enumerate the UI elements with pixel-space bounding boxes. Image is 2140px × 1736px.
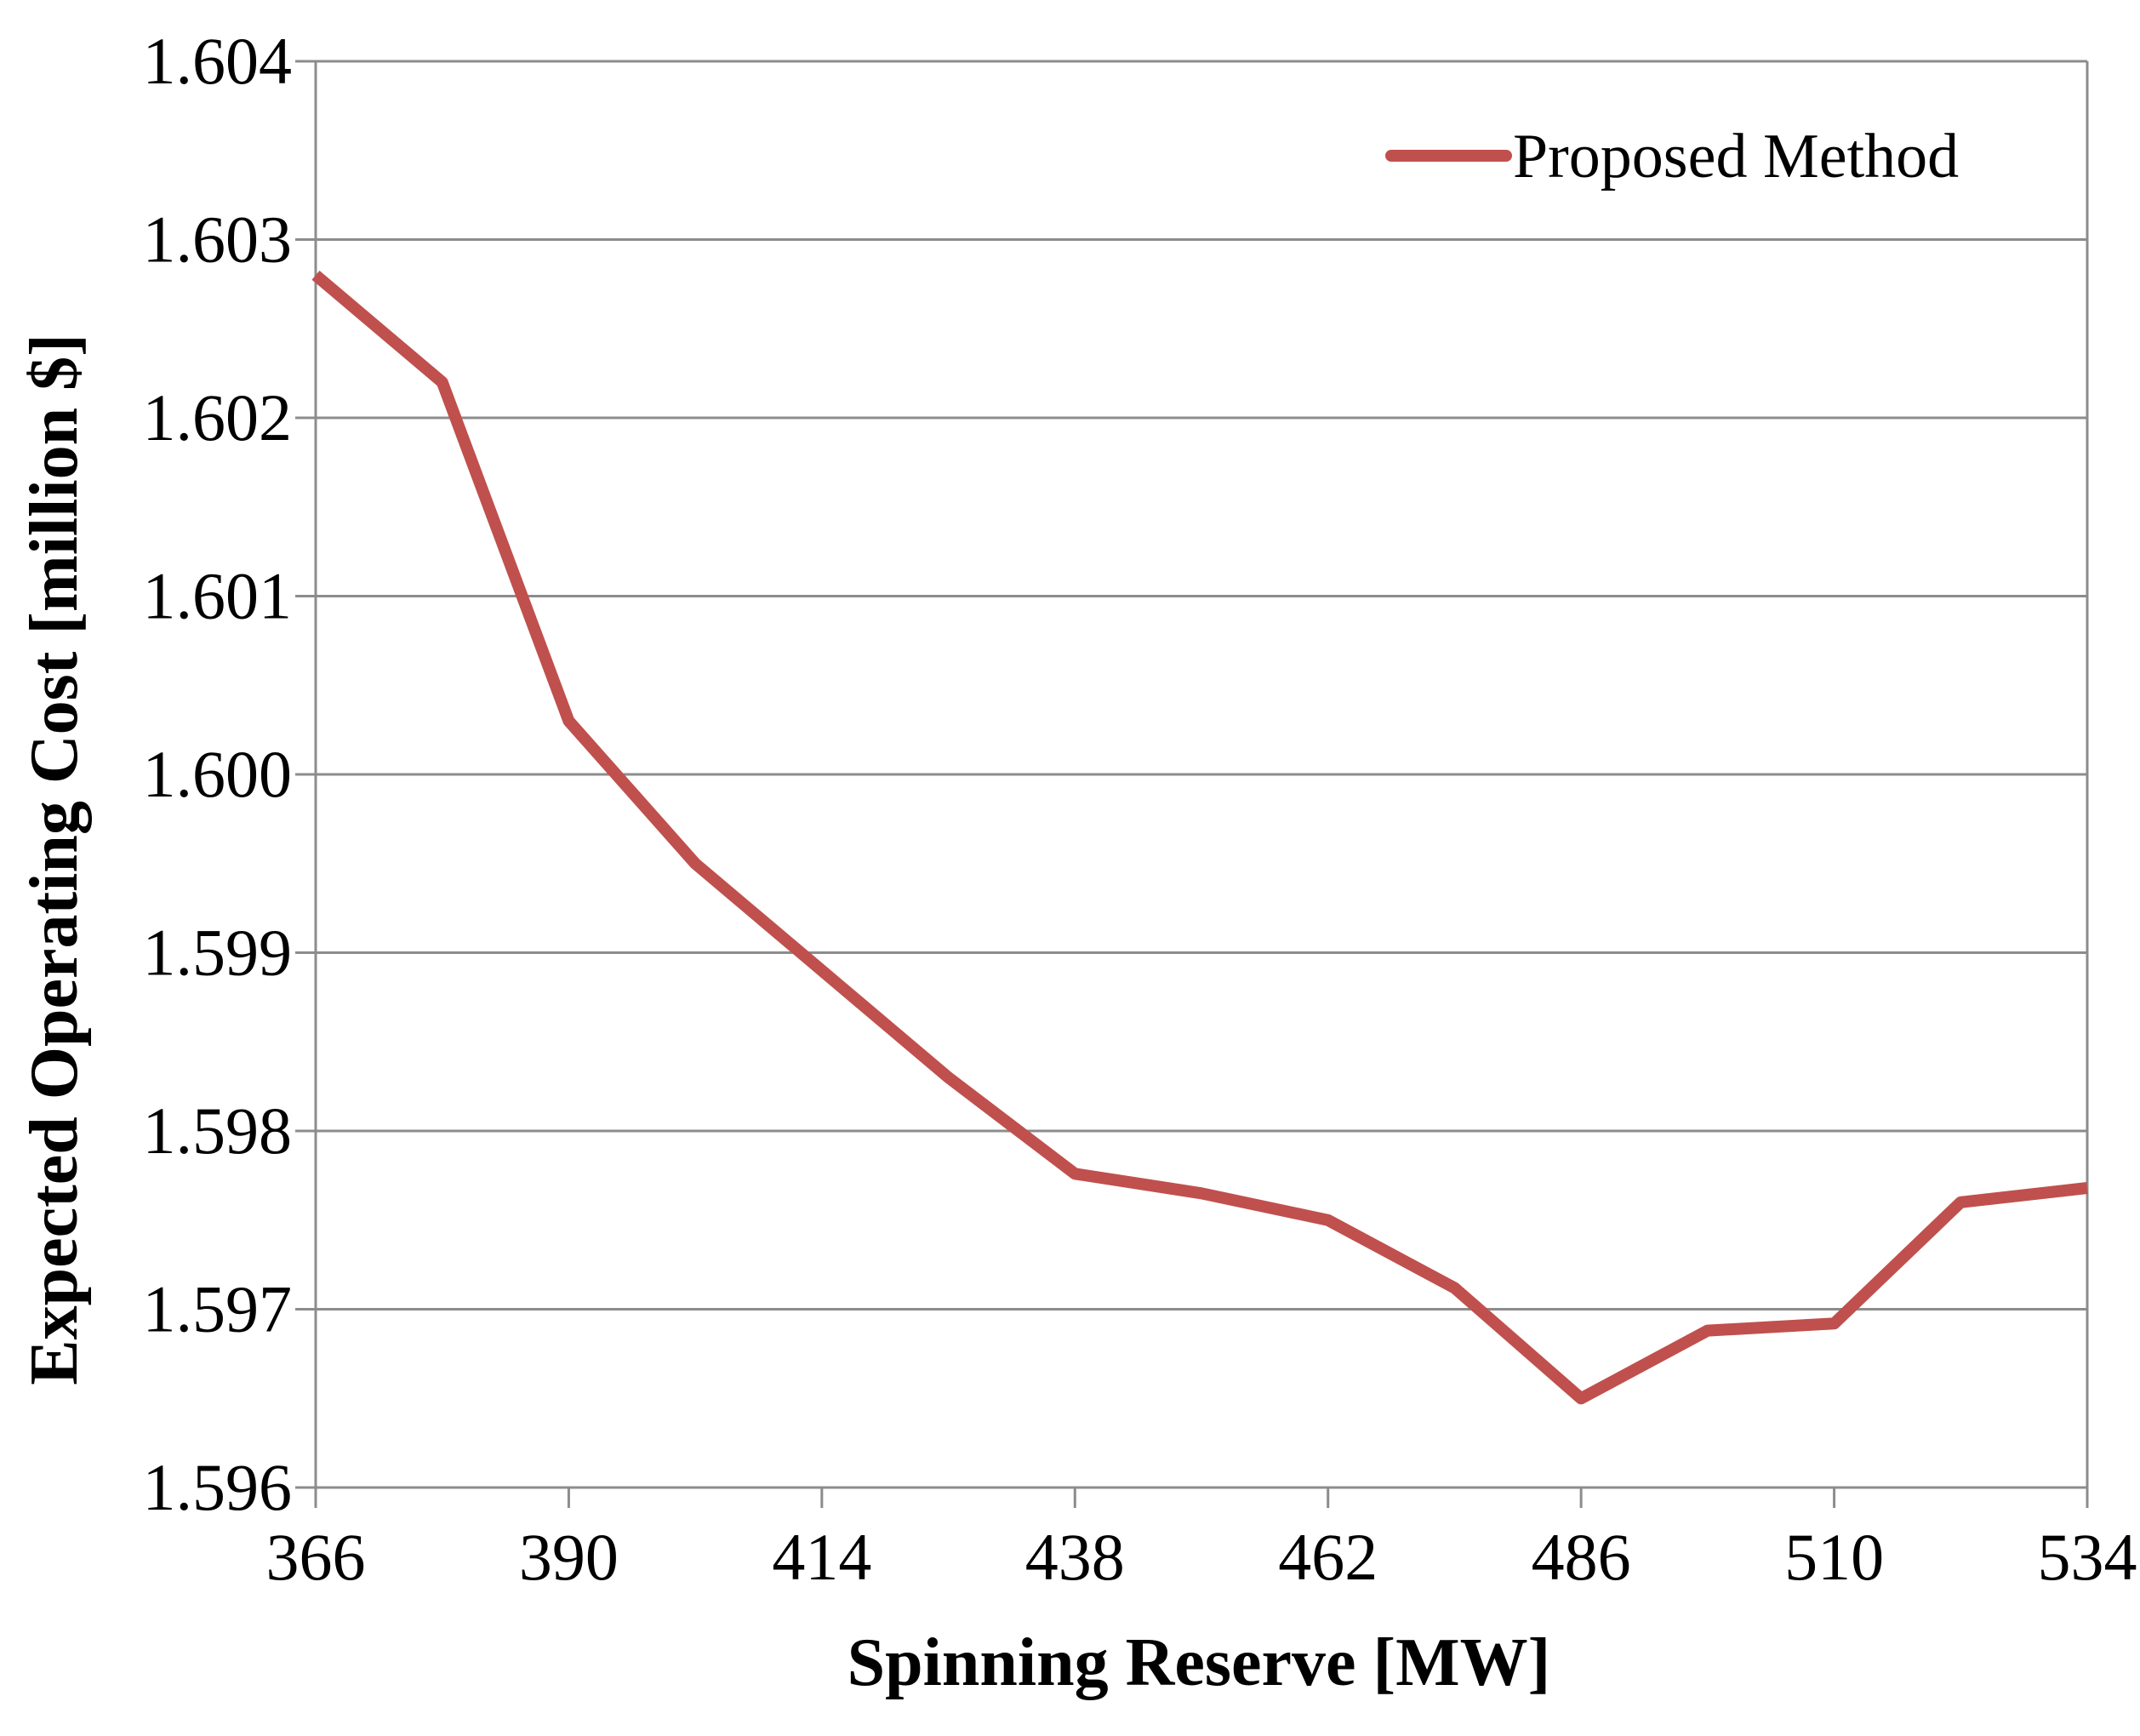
- data-point: [1201, 1192, 1202, 1194]
- data-point: [1960, 1202, 1961, 1203]
- data-point: [694, 863, 696, 865]
- x-tick-label: 510: [1784, 1520, 1884, 1594]
- x-axis-tick-labels: 366 390 414 438 462 486 510 534: [266, 1520, 2137, 1594]
- y-tick-label: 1.598: [143, 1094, 293, 1168]
- data-point: [2086, 1187, 2088, 1189]
- legend: Proposed Method: [1385, 122, 1959, 191]
- data-point: [568, 720, 569, 722]
- y-tick-label: 1.596: [143, 1450, 293, 1524]
- x-tick-label: 534: [2038, 1520, 2137, 1594]
- x-tick-label: 462: [1278, 1520, 1378, 1594]
- y-tick-label: 1.603: [143, 203, 293, 277]
- axes: [295, 60, 2089, 1508]
- y-tick-label: 1.600: [143, 737, 293, 811]
- data-point: [948, 1076, 950, 1078]
- data-point: [442, 381, 443, 383]
- series-line-proposed-method: [311, 271, 2088, 1405]
- x-tick-label: 366: [266, 1520, 366, 1594]
- y-axis-tick-labels: 1.596 1.597 1.598 1.599 1.600 1.601 1.602 1.603…: [143, 24, 293, 1524]
- x-tick-label: 414: [772, 1520, 871, 1594]
- x-tick-label: 390: [519, 1520, 619, 1594]
- x-tick-label: 438: [1025, 1520, 1125, 1594]
- data-point: [315, 274, 317, 276]
- data-point: [1074, 1173, 1076, 1174]
- legend-label-proposed-method: Proposed Method: [1513, 122, 1959, 191]
- y-axis-title: Expected Operating Cost [million $]: [17, 334, 92, 1385]
- y-tick-label: 1.604: [143, 24, 293, 98]
- x-tick-label: 486: [1532, 1520, 1631, 1594]
- x-axis-title: Spinning Reserve [MW]: [847, 1625, 1551, 1700]
- y-tick-label: 1.597: [143, 1272, 293, 1346]
- data-point: [821, 969, 823, 971]
- data-point: [1453, 1287, 1455, 1288]
- y-tick-label: 1.602: [143, 380, 293, 454]
- data-point: [1327, 1219, 1329, 1221]
- data-point: [1834, 1322, 1835, 1324]
- data-point: [1580, 1397, 1582, 1399]
- y-tick-label: 1.599: [143, 916, 293, 990]
- data-point: [1707, 1330, 1709, 1332]
- series-lines: [311, 271, 2088, 1405]
- y-tick-label: 1.601: [143, 559, 293, 633]
